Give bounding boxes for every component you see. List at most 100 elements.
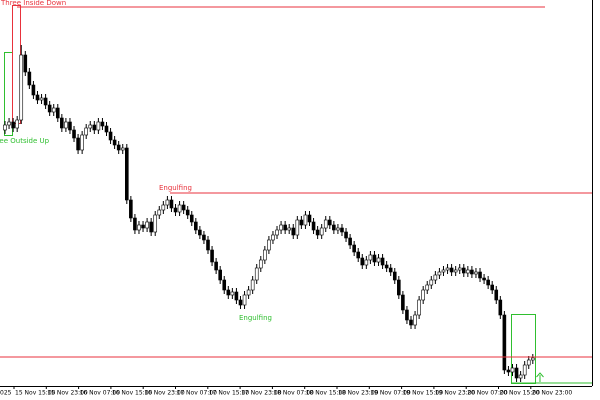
candle-body [275, 229, 279, 236]
candle-body [194, 221, 198, 231]
candle-body [425, 284, 430, 291]
x-tick-label: 16 Nov 23:00 [144, 390, 185, 397]
candle-body [494, 289, 499, 301]
candle-body [405, 309, 409, 321]
candle-body [421, 289, 425, 301]
candle-body [120, 147, 125, 151]
candle-body [291, 227, 296, 236]
x-tick-label: 19 Nov 23:00 [435, 390, 476, 397]
candle-body [267, 239, 271, 251]
candle-body [506, 369, 511, 373]
candle-body [429, 279, 434, 286]
candle-body [254, 267, 259, 281]
candle-body [108, 131, 113, 141]
pattern-label: Engulfing [159, 184, 192, 192]
candle-body [39, 97, 44, 101]
x-tick-label: 15 Nov 23:00 [47, 390, 88, 397]
candle-body [242, 294, 247, 306]
candle-body [478, 271, 482, 279]
candle-body [490, 284, 495, 291]
candle-body [453, 269, 458, 273]
candle-body [307, 214, 312, 223]
candle-body [27, 71, 32, 86]
x-tick-label: 19 Nov 15:00 [403, 390, 444, 397]
candle-body [360, 257, 365, 266]
candle-body [100, 121, 105, 127]
x-tick-label: 18 Nov 23:00 [338, 390, 379, 397]
candle-body [55, 107, 60, 119]
candle-body [238, 299, 243, 306]
candle-body [51, 107, 56, 113]
x-tick-label: 18 Nov 07:00 [273, 390, 314, 397]
candle-body [72, 129, 76, 139]
candle-body [336, 227, 340, 231]
x-tick-label: 17 Nov 07:00 [177, 390, 218, 397]
candle-body [368, 254, 373, 261]
candle-body [502, 314, 507, 371]
candle-body [364, 259, 369, 266]
candle-body [96, 121, 101, 131]
candle-body [23, 54, 28, 73]
candle-body [60, 117, 64, 129]
candle-body [112, 139, 117, 146]
candle-body [397, 279, 401, 296]
candle-body [530, 357, 535, 361]
candle-body [449, 267, 454, 273]
candle-body [80, 134, 84, 151]
candle-body [157, 209, 162, 216]
candle-body [340, 227, 344, 233]
candle-body [356, 251, 361, 259]
candle-body [263, 249, 267, 261]
candle-body [258, 259, 263, 269]
candle-body [409, 319, 413, 326]
candle-body [88, 124, 93, 129]
candle-body [486, 279, 490, 286]
candle-body [437, 271, 442, 276]
candle-body [47, 104, 52, 113]
candle-body [153, 214, 158, 233]
candle-body [104, 125, 109, 133]
candle-body [417, 299, 421, 316]
pattern-label: Three Inside Down [0, 0, 66, 7]
candle-body [181, 204, 186, 211]
candle-body [125, 147, 129, 201]
candle-body [145, 221, 149, 229]
candle-body [84, 127, 88, 136]
candle-body [141, 224, 145, 229]
candle-body [246, 289, 251, 296]
candle-body [319, 227, 324, 236]
candle-body [64, 121, 68, 129]
x-tick-label: 17 Nov 15:00 [209, 390, 250, 397]
candle-body [482, 277, 486, 281]
candle-body [372, 254, 377, 263]
candle-body [392, 271, 397, 281]
candle-body [185, 209, 190, 216]
x-tick-label: 18 Nov 15:00 [306, 390, 347, 397]
candle-body [68, 121, 72, 131]
candle-body [92, 124, 97, 131]
candle-body [226, 289, 231, 296]
candle-body [441, 269, 446, 273]
candle-body [189, 214, 194, 223]
candle-body [344, 231, 348, 239]
candle-body [214, 261, 218, 271]
candle-body [137, 224, 141, 231]
candle-body [457, 267, 462, 271]
candle-body [169, 199, 174, 209]
candle-body [206, 239, 210, 251]
candle-body [388, 267, 393, 273]
candle-body [202, 234, 206, 241]
candle-body [15, 119, 19, 129]
x-tick-label: 17 Nov 23:00 [241, 390, 282, 397]
candle-body [522, 364, 527, 376]
candle-body [332, 224, 336, 231]
candle-body [116, 144, 121, 151]
candle-body [133, 217, 137, 231]
candle-body [376, 257, 381, 263]
candle-body [498, 299, 503, 316]
candle-body [474, 271, 478, 275]
candle-body [352, 244, 356, 253]
candle-body [198, 229, 202, 236]
candle-body [234, 291, 239, 301]
